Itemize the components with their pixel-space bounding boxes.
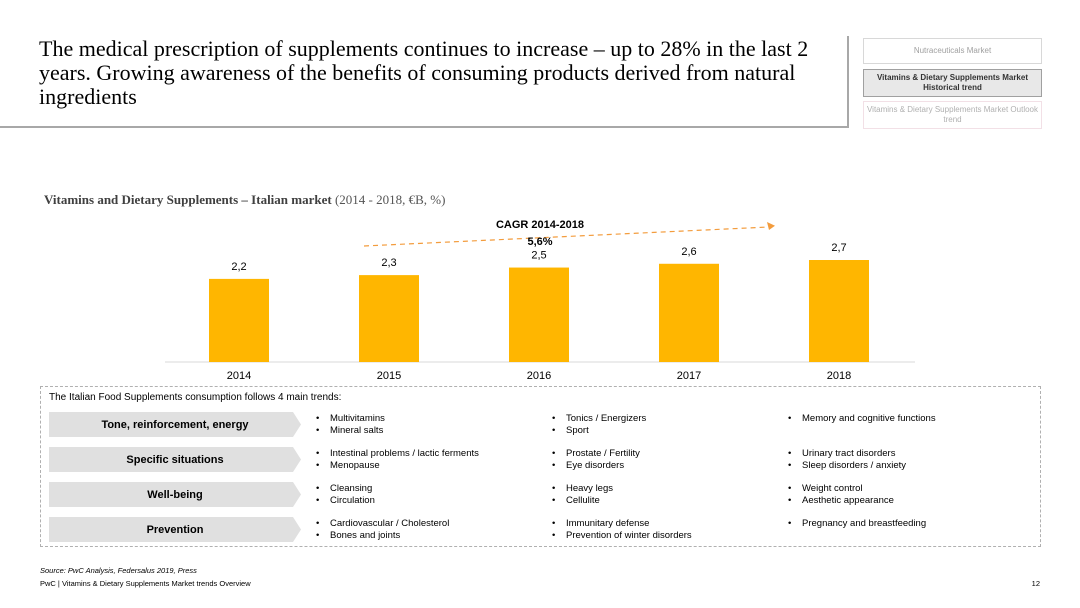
nav-outlook-trend[interactable]: Vitamins & Dietary Supplements Market Ou… [863,101,1042,129]
cagr-arrow-line [363,226,770,247]
trend-item: Memory and cognitive functions [788,413,936,425]
bar-chart: 2,2 2014 2,3 2015 2,5 2016 2,6 2017 2,7 2018 CAGR… [165,219,915,382]
bar-value-label: 2,5 [531,250,546,262]
title-divider-vertical [847,36,849,128]
trend-item: Mineral salts [316,425,385,437]
trend-category: Tone, reinforcement, energy [49,412,301,437]
bar-value-label: 2,3 [381,257,396,269]
cagr-arrow-head [767,222,775,230]
x-tick-label: 2014 [227,370,251,382]
trend-item: Prevention of winter disorders [552,530,692,542]
trend-list: Memory and cognitive functions [788,413,936,425]
trend-list: Tonics / EnergizersSport [552,413,646,437]
trend-item: Sleep disorders / anxiety [788,460,906,472]
trend-list: Intestinal problems / lactic fermentsMen… [316,448,479,472]
chart-title: Vitamins and Dietary Supplements – Itali… [44,192,445,208]
footer-text: PwC | Vitamins & Dietary Supplements Mar… [40,579,251,588]
x-tick-label: 2016 [527,370,551,382]
trend-list: Immunitary defensePrevention of winter d… [552,518,692,542]
bar-value-label: 2,7 [831,242,846,254]
bar-2014 [209,278,269,362]
nav-label: Vitamins & Dietary Supplements Market Ou… [866,105,1039,124]
nav-label: Vitamins & Dietary Supplements Market Hi… [876,73,1028,92]
trend-item: Weight control [788,483,894,495]
chart-title-main: Vitamins and Dietary Supplements – Itali… [44,192,332,207]
trend-list: Urinary tract disordersSleep disorders /… [788,448,906,472]
cagr-label: CAGR 2014-2018 [496,219,584,231]
x-tick-label: 2017 [677,370,701,382]
nav-nutraceuticals-market[interactable]: Nutraceuticals Market [863,38,1042,64]
trend-item: Circulation [316,495,375,507]
trend-list: Pregnancy and breastfeeding [788,518,926,530]
page-title: The medical prescription of supplements … [39,36,809,109]
nav-historical-trend[interactable]: Vitamins & Dietary Supplements Market Hi… [863,69,1042,97]
trend-item: Heavy legs [552,483,613,495]
trend-item: Sport [552,425,646,437]
source-note: Source: PwC Analysis, Federsalus 2019, P… [40,566,197,575]
trend-item: Cellulite [552,495,613,507]
chart-title-units: (2014 - 2018, €B, %) [331,192,446,207]
trend-list: Prostate / FertilityEye disorders [552,448,640,472]
trend-category: Prevention [49,517,301,542]
cagr-value: 5,6% [527,236,552,248]
bar-2015 [359,275,419,362]
trend-list: MultivitaminsMineral salts [316,413,385,437]
trend-item: Tonics / Energizers [552,413,646,425]
trend-category: Well-being [49,482,301,507]
trend-item: Intestinal problems / lactic ferments [316,448,479,460]
trends-intro: The Italian Food Supplements consumption… [49,392,342,403]
nav-label: Nutraceuticals Market [913,46,992,55]
trend-item: Cardiovascular / Cholesterol [316,518,449,530]
trend-list: CleansingCirculation [316,483,375,507]
bar-2016 [509,267,569,362]
trend-item: Bones and joints [316,530,449,542]
trend-list: Heavy legsCellulite [552,483,613,507]
trend-item: Menopause [316,460,479,472]
x-tick-label: 2018 [827,370,851,382]
trend-item: Multivitamins [316,413,385,425]
bar-2018 [809,260,869,362]
trend-item: Cleansing [316,483,375,495]
trend-item: Pregnancy and breastfeeding [788,518,926,530]
trend-item: Immunitary defense [552,518,692,530]
title-divider [0,126,849,128]
trend-category: Specific situations [49,447,301,472]
trend-item: Aesthetic appearance [788,495,894,507]
bar-value-label: 2,6 [681,246,696,258]
bar-2017 [659,263,719,362]
trend-list: Weight controlAesthetic appearance [788,483,894,507]
trend-list: Cardiovascular / CholesterolBones and jo… [316,518,449,542]
bar-value-label: 2,2 [231,261,246,273]
trend-item: Prostate / Fertility [552,448,640,460]
x-tick-label: 2015 [377,370,401,382]
page-number: 12 [1031,579,1040,588]
trend-item: Eye disorders [552,460,640,472]
trend-item: Urinary tract disorders [788,448,906,460]
trends-panel [40,386,1041,547]
